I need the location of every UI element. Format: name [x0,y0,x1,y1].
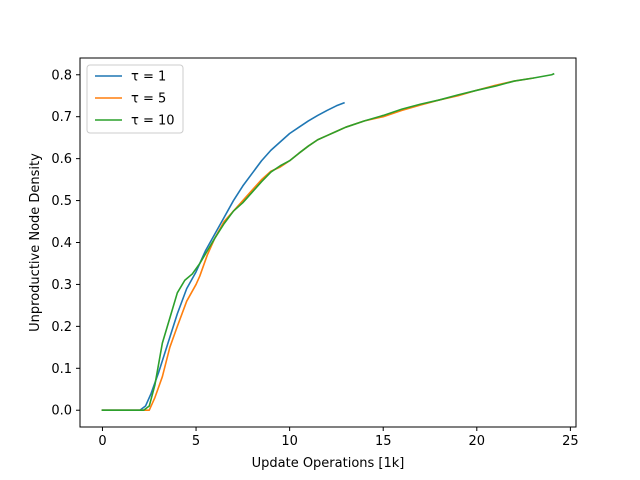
y-tick-label: 0.6 [51,152,72,167]
x-tick-label: 0 [98,434,106,449]
legend: τ = 1 τ = 5 τ = 10 [86,64,184,134]
x-tick-label: 25 [562,434,579,449]
y-tick-label: 0.5 [51,194,72,209]
series-layer [101,72,555,412]
y-tick-label: 0.4 [51,236,72,251]
series-line-3 [101,72,555,412]
x-tick-label: 5 [192,434,200,449]
x-tick-label: 10 [281,434,298,449]
y-tick-label: 0.8 [51,68,72,83]
y-tick-label: 0.1 [51,362,72,377]
x-tick-label: 15 [375,434,392,449]
legend-label-3: τ = 10 [131,114,175,129]
legend-box [86,64,184,134]
x-axis-label: Update Operations [1k] [252,456,405,471]
legend-label-2: τ = 5 [131,92,166,107]
legend-label-1: τ = 1 [131,70,166,85]
ticks-layer: 0 5 10 15 20 25 0.0 0.1 0.2 0.3 0.4 0.5 0.6 0.7 0.8 [51,68,578,449]
series-line-1 [101,101,345,412]
x-tick-label: 20 [469,434,486,449]
y-tick-label: 0.2 [51,320,72,335]
y-axis-label: Unproductive Node Density [28,153,43,332]
y-tick-label: 0.3 [51,278,72,293]
y-tick-label: 0.7 [51,110,72,125]
y-tick-label: 0.0 [51,404,72,419]
